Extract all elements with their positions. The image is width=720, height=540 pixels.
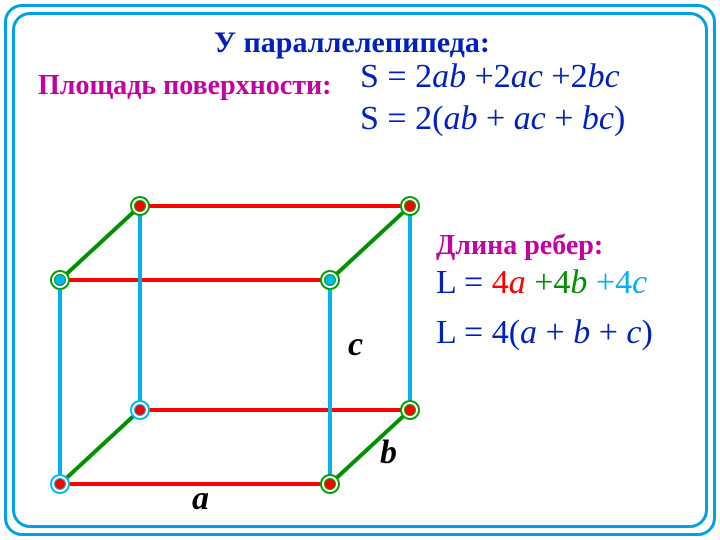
- surface-eq2: S = 2(ab + ac + bc): [360, 100, 625, 138]
- label-a: a: [192, 480, 209, 518]
- label-b: b: [380, 434, 397, 472]
- surface-label: Площадь поверхности:: [38, 70, 331, 102]
- edges-eq1: L = 4a +4b +4c: [436, 264, 647, 302]
- label-c: c: [348, 326, 363, 364]
- title: У параллелепипеда:: [214, 26, 490, 60]
- edges-eq2: L = 4(a + b + c): [436, 314, 653, 352]
- edges-label: Длина ребер:: [436, 230, 603, 262]
- surface-eq1: S = 2ab +2ac +2bc: [360, 58, 620, 96]
